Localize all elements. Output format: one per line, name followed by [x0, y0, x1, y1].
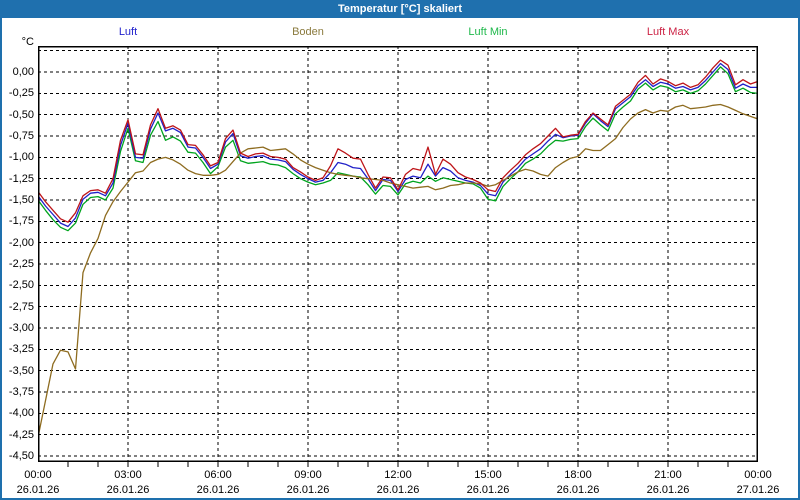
y-tick-label: -3,50: [8, 364, 34, 377]
legend-item-luft-max: Luft Max: [608, 25, 728, 39]
y-tick-label: -4,00: [8, 407, 34, 420]
y-tick-label: -2,00: [8, 236, 34, 249]
x-tick-date-label: 26.01.26: [556, 484, 600, 496]
y-tick-label: -3,75: [8, 386, 34, 399]
x-tick-time-label: 15:00: [474, 469, 502, 481]
x-tick-date-label: 26.01.26: [376, 484, 420, 496]
x-tick-date-label: 26.01.26: [106, 484, 150, 496]
legend-label-luft: Luft: [118, 26, 138, 38]
x-tick-time-label: 03:00: [114, 469, 142, 481]
y-tick-label: -4,25: [8, 428, 34, 441]
legend-item-boden: Boden: [248, 25, 368, 39]
y-tick-label: -4,50: [8, 450, 34, 463]
legend-item-luft: Luft: [68, 25, 188, 39]
x-tick-time-label: 00:00: [24, 469, 52, 481]
legend-label-boden: Boden: [292, 26, 324, 38]
legend-label-luft-min: Luft Min: [468, 26, 508, 38]
x-tick-date-label: 27.01.26: [736, 484, 780, 496]
y-axis-unit-label: °C: [21, 36, 34, 48]
x-tick-date-label: 26.01.26: [466, 484, 510, 496]
x-tick-date-label: 26.01.26: [646, 484, 690, 496]
x-tick-date-label: 26.01.26: [196, 484, 240, 496]
legend-item-luft-min: Luft Min: [428, 25, 548, 39]
x-tick-date-label: 26.01.26: [16, 484, 60, 496]
y-tick-label: -2,75: [8, 300, 34, 313]
x-tick-time-label: 09:00: [294, 469, 322, 481]
y-tick-label: -1,50: [8, 194, 34, 207]
x-tick-time-label: 00:00: [744, 469, 772, 481]
plot-area[interactable]: [38, 46, 758, 470]
y-tick-label: -0,75: [8, 130, 34, 143]
series-line-luft-max: [38, 59, 758, 223]
y-tick-label: -1,00: [8, 151, 34, 164]
y-tick-label: -0,50: [8, 108, 34, 121]
y-tick-label: -1,75: [8, 215, 34, 228]
y-tick-label: 0,00: [12, 66, 34, 79]
x-tick-time-label: 21:00: [654, 469, 682, 481]
series-line-luft: [38, 62, 758, 228]
x-tick-time-label: 06:00: [204, 469, 232, 481]
series-line-boden: [38, 103, 758, 438]
x-tick-date-label: 26.01.26: [286, 484, 330, 496]
x-tick-time-label: 12:00: [384, 469, 412, 481]
x-tick-time-label: 18:00: [564, 469, 592, 481]
y-tick-label: -1,25: [8, 172, 34, 185]
window-title: Temperatur [°C] skaliert: [337, 3, 462, 15]
y-tick-label: -3,25: [8, 343, 34, 356]
y-tick-label: -2,25: [8, 258, 34, 271]
y-tick-label: -2,50: [8, 279, 34, 292]
legend-label-luft-max: Luft Max: [646, 26, 690, 38]
series-line-luft-min: [38, 66, 758, 232]
title-bar: Temperatur [°C] skaliert: [0, 0, 800, 18]
y-tick-label: -0,25: [8, 87, 34, 100]
y-tick-label: -3,00: [8, 322, 34, 335]
